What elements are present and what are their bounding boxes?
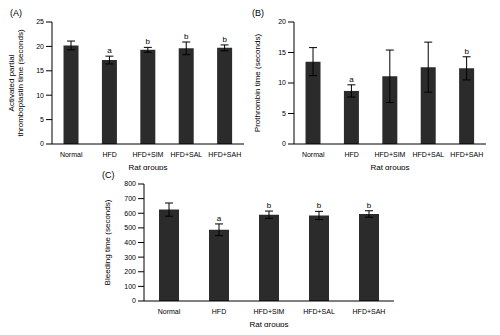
svg-text:10: 10 [36, 92, 44, 99]
svg-text:HFD+SAH: HFD+SAH [208, 151, 241, 158]
svg-text:HFD+SAH: HFD+SAH [353, 308, 386, 315]
svg-text:HFD+SAL: HFD+SAL [303, 308, 335, 315]
svg-text:HFD+SAL: HFD+SAL [413, 151, 445, 158]
svg-text:b: b [464, 47, 469, 56]
svg-text:400: 400 [124, 239, 136, 246]
svg-text:5: 5 [40, 116, 44, 123]
svg-text:Rat groups: Rat groups [128, 163, 167, 170]
svg-text:500: 500 [124, 224, 136, 231]
svg-text:b: b [367, 201, 372, 210]
svg-text:Normal: Normal [60, 151, 83, 158]
svg-text:b: b [184, 32, 189, 41]
svg-text:HFD+SIM: HFD+SIM [133, 151, 164, 158]
svg-text:15: 15 [278, 49, 286, 56]
svg-text:Normal: Normal [158, 308, 181, 315]
svg-text:20: 20 [36, 43, 44, 50]
html-text:(A): (A) [10, 8, 22, 18]
svg-text:a: a [107, 46, 112, 55]
svg-text:Activated partialthromboplasti: Activated partialthromboplastin time (se… [8, 29, 25, 136]
html-text:(C): (C) [102, 170, 115, 180]
svg-text:25: 25 [36, 18, 44, 25]
svg-text:Normal: Normal [302, 151, 325, 158]
svg-text:b: b [146, 37, 151, 46]
svg-text:0: 0 [282, 140, 286, 147]
svg-text:0: 0 [40, 140, 44, 147]
svg-text:800: 800 [124, 180, 136, 187]
svg-text:b: b [267, 201, 272, 210]
svg-text:Prothrombin time (seconds): Prothrombin time (seconds) [253, 34, 262, 133]
svg-text:10: 10 [278, 79, 286, 86]
svg-text:a: a [349, 75, 354, 84]
svg-text:100: 100 [124, 283, 136, 290]
svg-text:HFD+SIM: HFD+SIM [254, 308, 285, 315]
svg-text:600: 600 [124, 210, 136, 217]
svg-text:Rat groups: Rat groups [249, 320, 288, 327]
svg-text:300: 300 [124, 254, 136, 261]
svg-text:HFD+SAL: HFD+SAL [171, 151, 203, 158]
svg-text:Bleeding time (seconds): Bleeding time (seconds) [103, 199, 112, 285]
html-text:(B): (B) [252, 8, 264, 18]
svg-text:15: 15 [36, 67, 44, 74]
svg-text:HFD: HFD [102, 151, 116, 158]
svg-text:700: 700 [124, 195, 136, 202]
svg-text:Rat groups: Rat groups [370, 163, 409, 170]
svg-text:5: 5 [282, 110, 286, 117]
svg-text:HFD+SAH: HFD+SAH [450, 151, 483, 158]
svg-text:b: b [222, 35, 227, 44]
svg-text:HFD: HFD [344, 151, 358, 158]
svg-text:HFD: HFD [212, 308, 226, 315]
svg-text:200: 200 [124, 268, 136, 275]
svg-text:20: 20 [278, 18, 286, 25]
svg-text:0: 0 [132, 297, 136, 304]
svg-text:HFD+SIM: HFD+SIM [375, 151, 406, 158]
svg-text:b: b [317, 201, 322, 210]
svg-text:a: a [217, 214, 222, 223]
